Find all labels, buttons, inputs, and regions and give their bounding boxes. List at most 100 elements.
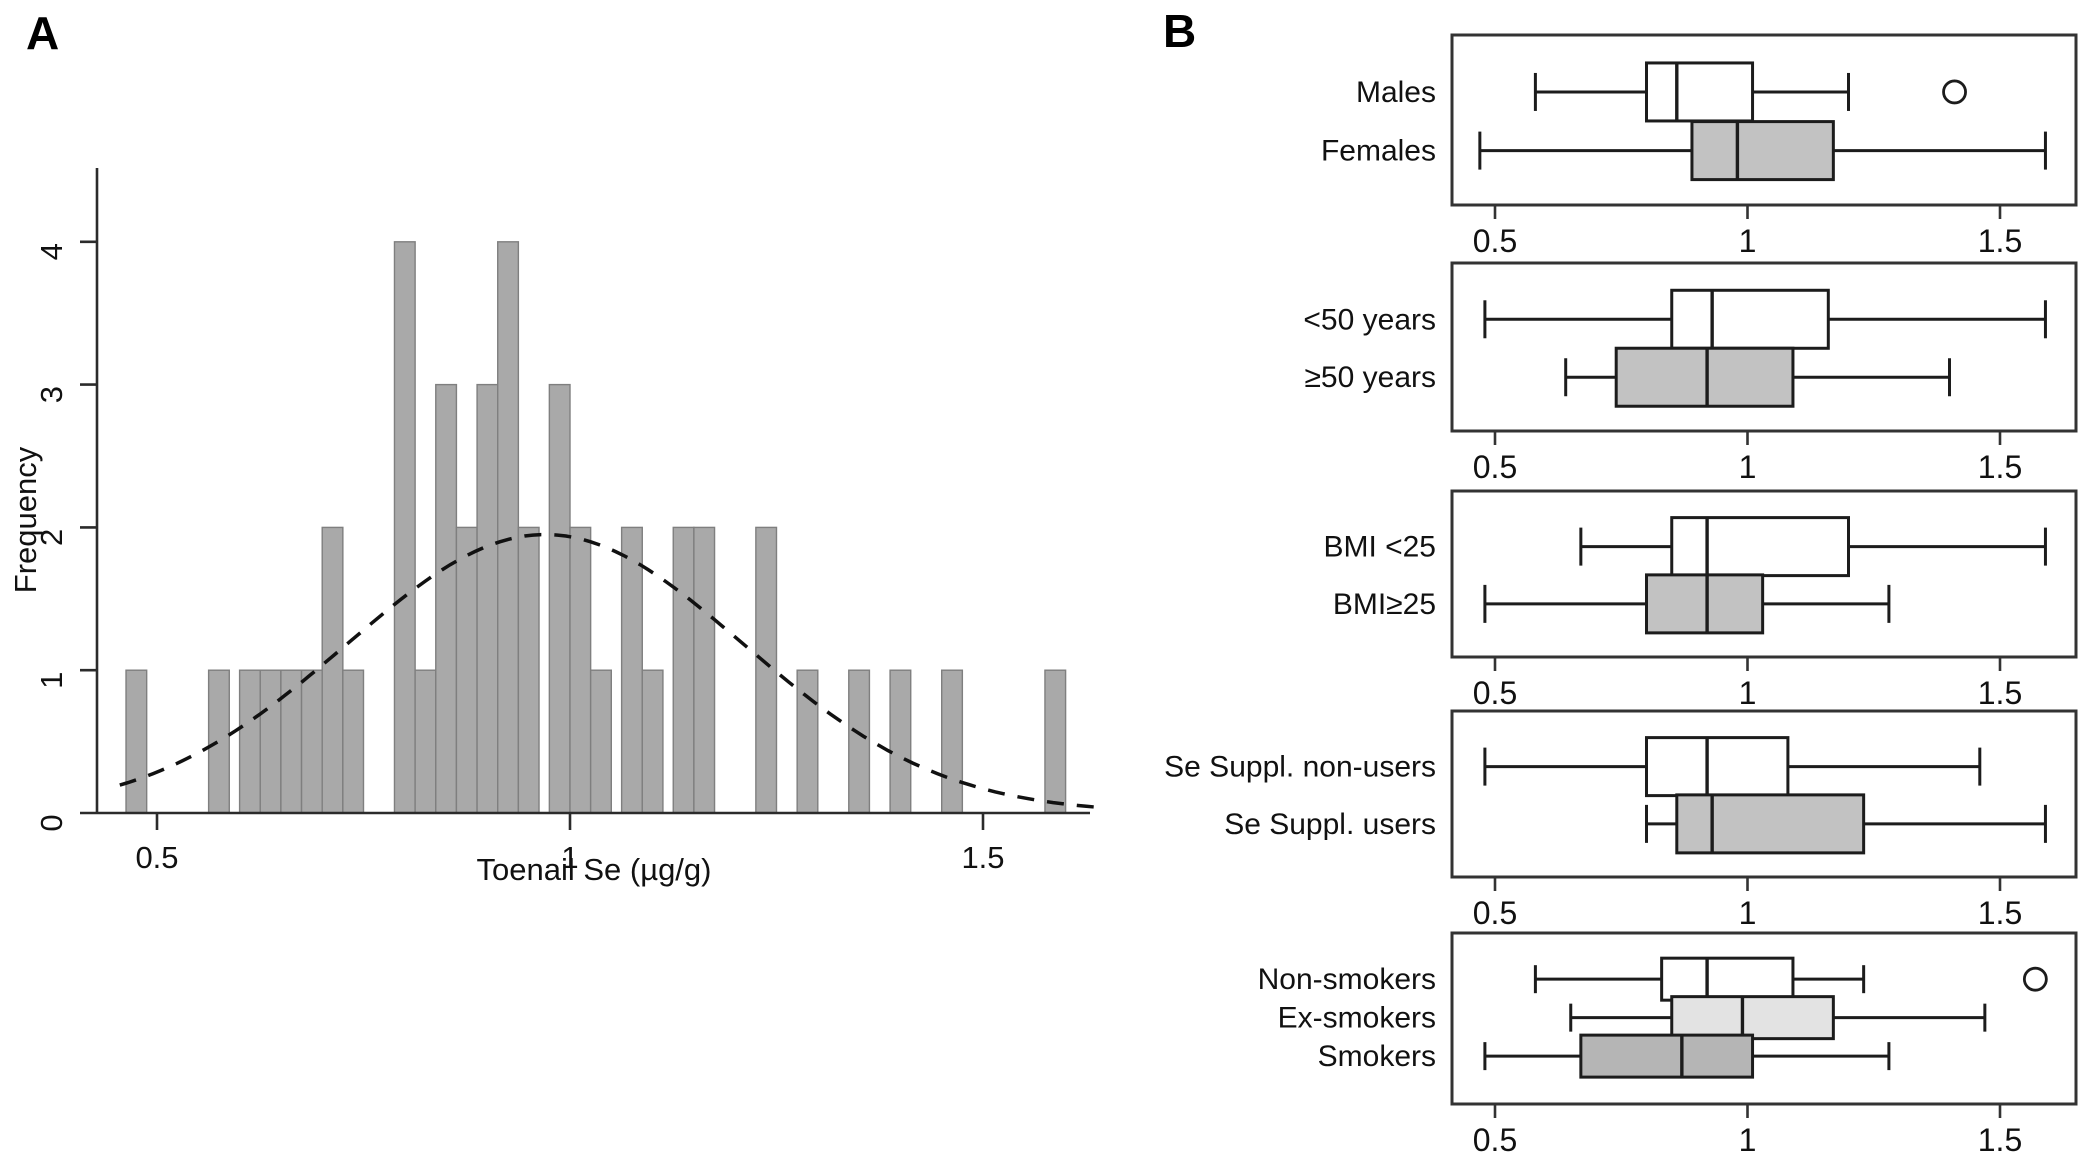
histogram-bar: [672, 526, 695, 814]
box-group: [1645, 793, 2047, 855]
x-tick-label: 1.5: [1978, 895, 2022, 931]
histogram-bar: [569, 526, 592, 814]
x-tick-label: 1: [1739, 223, 1757, 259]
y-tick-label: 2: [34, 529, 69, 546]
histogram-bar: [796, 669, 819, 814]
outlier-circle: [1942, 79, 1967, 105]
boxplot-subpanel: 0.5 1 1.5 Males Females: [1321, 33, 2078, 259]
histogram-svg: 0.5 1 1.5 0 1 2 3 4 Frequency Toenail Se (µg/g): [8, 168, 1095, 887]
histogram-bar: [517, 526, 540, 814]
box-rect: [1614, 346, 1795, 408]
histogram-bar: [589, 669, 613, 814]
histogram-bar: [476, 383, 499, 814]
category-label: BMI <25: [1323, 531, 1436, 564]
x-tick-label: 1.5: [961, 840, 1004, 875]
boxplot-subpanel: 0.5 1 1.5 Se Suppl. non-users Se Suppl. user…: [1164, 709, 2078, 931]
histogram-bar: [259, 669, 282, 814]
histogram-bar: [238, 669, 261, 814]
boxplot-frame: [1450, 489, 2078, 659]
x-tick-label: 0.5: [135, 840, 178, 875]
box-rect: [1660, 956, 1795, 1002]
x-tick-label: 0.5: [1473, 895, 1517, 931]
histogram-bar: [848, 669, 871, 814]
histogram-bar: [641, 669, 664, 814]
boxplot-subpanel: 0.5 1 1.5 BMI <25 BMI≥25: [1323, 489, 2078, 711]
boxplot-frame: [1450, 931, 2078, 1106]
histogram-bar: [693, 526, 716, 814]
x-tick-label: 1: [1739, 449, 1757, 485]
box-rect: [1579, 1033, 1755, 1079]
box-rect: [1670, 288, 1830, 350]
x-tick-label: 1.5: [1978, 223, 2022, 259]
y-axis-title: Frequency: [8, 446, 43, 593]
histogram-bar: [342, 669, 365, 814]
histogram-bar: [755, 526, 778, 814]
histogram-bar: [321, 526, 344, 814]
x-tick-label: 0.5: [1473, 1122, 1517, 1155]
box-group: [1579, 516, 2047, 578]
x-tick-label: 0.5: [1473, 675, 1517, 711]
x-tick-label: 0.5: [1473, 449, 1517, 485]
category-label: <50 years: [1303, 303, 1436, 336]
y-tick-label: 3: [34, 386, 69, 403]
box-rect: [1645, 61, 1755, 123]
box-group: [1569, 995, 1987, 1041]
histogram-bar: [455, 526, 478, 814]
histogram-bar: [393, 241, 416, 814]
boxplots-svg: 0.5 1 1.5 Males Females 0.5 1 1.5 <50 years ≥50 y…: [1164, 33, 2078, 1155]
category-label: Ex-smokers: [1278, 1002, 1436, 1035]
box-group: [1478, 120, 2047, 182]
box-rect: [1645, 573, 1765, 635]
category-label: Smokers: [1318, 1040, 1436, 1073]
box-group: [1483, 288, 2047, 350]
panel-a-label: A: [26, 7, 60, 59]
x-tick-label: 1: [561, 840, 578, 875]
histogram-bar: [207, 669, 230, 814]
category-label: Males: [1356, 76, 1436, 109]
boxplot-frame: [1450, 261, 2078, 433]
category-label: BMI≥25: [1333, 588, 1436, 621]
histogram-bar: [435, 383, 458, 814]
box-group: [1533, 956, 2048, 1002]
boxplot-panel: 0.5 1 1.5 Males Females 0.5 1 1.5 <50 years ≥50 y…: [1140, 0, 2081, 1155]
histogram-bars: [125, 241, 1067, 814]
category-label: Se Suppl. non-users: [1164, 751, 1436, 784]
histogram-bar: [548, 383, 571, 814]
histogram-bar: [620, 526, 643, 814]
box-rect: [1670, 516, 1850, 578]
x-tick-label: 1: [1739, 1122, 1757, 1155]
y-tick-label: 1: [34, 672, 69, 689]
x-tick-label: 1: [1739, 895, 1757, 931]
boxplot-frame: [1450, 33, 2078, 207]
boxplot-frame: [1450, 709, 2078, 879]
histogram-bar: [889, 669, 912, 814]
y-tick-label: 0: [34, 814, 69, 831]
box-rect: [1675, 793, 1866, 855]
category-label: Females: [1321, 135, 1436, 168]
outlier-circle: [2022, 966, 2048, 992]
histogram-bar: [497, 241, 520, 814]
category-label: Se Suppl. users: [1224, 808, 1436, 841]
category-label: Non-smokers: [1258, 963, 1436, 996]
box-rect: [1670, 995, 1835, 1041]
box-group: [1533, 61, 1967, 123]
histogram-bar: [414, 669, 437, 814]
histogram-bar: [941, 669, 964, 814]
box-group: [1564, 346, 1951, 408]
box-rect: [1645, 736, 1790, 798]
box-rect: [1690, 120, 1835, 182]
histogram-bar: [125, 669, 148, 814]
histogram-panel: 0.5 1 1.5 0 1 2 3 4 Frequency Toenail Se (µg/g): [8, 168, 1095, 887]
x-tick-label: 1.5: [1978, 449, 2022, 485]
boxplot-subpanel: 0.5 1 1.5 Non-smokers Ex-smokers Smokers: [1258, 931, 2078, 1155]
x-tick-label: 1.5: [1978, 675, 2022, 711]
y-tick-label: 4: [34, 243, 69, 260]
x-tick-label: 1.5: [1978, 1122, 2022, 1155]
box-group: [1483, 1033, 1891, 1079]
box-group: [1483, 573, 1891, 635]
x-tick-label: 0.5: [1473, 223, 1517, 259]
normal-curve: [119, 532, 1095, 809]
boxplot-subpanel: 0.5 1 1.5 <50 years ≥50 years: [1303, 261, 2078, 485]
histogram-bar: [1044, 669, 1067, 814]
